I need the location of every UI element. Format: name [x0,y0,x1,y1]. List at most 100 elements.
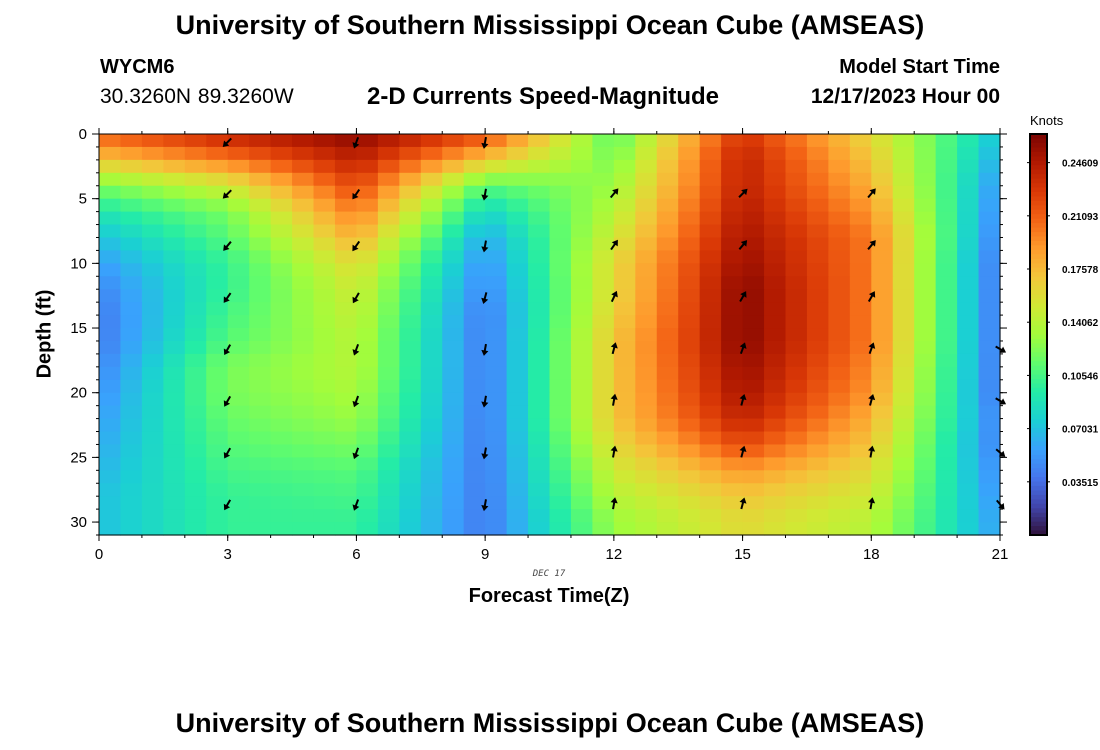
heatmap-cell [678,405,701,420]
heatmap-cell [206,172,229,187]
heatmap-cell [356,366,379,381]
colorbar-segment [1030,468,1047,474]
heatmap-cell [356,522,379,536]
heatmap-cell [570,457,593,471]
heatmap-cell [592,431,615,446]
heatmap-cell [206,509,229,523]
heatmap-cell [377,379,400,394]
heatmap-cell [270,263,293,277]
heatmap-cell [828,211,851,226]
heatmap-cell [141,379,164,394]
heatmap-cell [420,134,443,148]
heatmap-cell [656,276,679,290]
heatmap-cell [678,457,701,471]
heatmap-cell [184,315,207,329]
heatmap-cell [570,315,593,329]
heatmap-cell [570,470,593,484]
heatmap-cell [227,470,250,484]
heatmap-cell [227,263,250,277]
heatmap-cell [506,211,529,226]
heatmap-cell [785,172,808,187]
current-arrow [352,292,360,304]
heatmap-cell [442,172,465,187]
heatmap-cell [957,134,980,148]
heatmap-cell [313,457,336,471]
heatmap-cell [313,483,336,497]
heatmap-cell [334,146,358,161]
heatmap-cell [806,276,829,290]
heatmap-cell [313,418,336,433]
heatmap-cell [957,250,980,264]
heatmap-cell [699,366,722,381]
heatmap-cell [935,379,958,394]
heatmap-cell [742,198,765,213]
heatmap-cell [678,159,701,174]
heatmap-cell [613,185,636,200]
current-arrow-head [352,244,359,252]
heatmap-cell [313,224,336,239]
heatmap-cell [420,483,443,497]
colorbar-segment [1030,356,1047,362]
heatmap-cell [163,392,186,407]
heatmap-cell [442,315,465,329]
heatmap-cell [699,237,722,252]
heatmap-cell [141,340,164,355]
heatmap-cell [549,366,572,381]
colorbar-segment [1030,196,1047,202]
heatmap-cell [399,146,422,161]
colorbar-segment [1030,387,1047,393]
colorbar-segment [1030,494,1047,500]
heatmap-cell [721,315,744,329]
heatmap-cell [699,159,722,174]
heatmap-cell [227,444,250,458]
current-arrow [995,345,1007,353]
heatmap-cell [528,483,551,497]
heatmap-cell [914,522,937,536]
heatmap-cell [270,134,293,148]
heatmap-cell [892,340,915,355]
heatmap-cell [356,198,379,213]
heatmap-cell [721,444,744,458]
heatmap-cell [227,185,250,200]
heatmap-cell [935,315,958,329]
heatmap-cell [699,457,722,471]
heatmap-cell [270,198,293,213]
heatmap-cell [141,483,164,497]
heatmap-cell [420,159,443,174]
heatmap-cell [206,250,229,264]
heatmap-cell [635,509,658,523]
colorbar-segment [1030,503,1047,509]
heatmap-cell [356,263,379,277]
heatmap-cell [334,224,358,239]
heatmap-cell [313,237,336,252]
colorbar-segment [1030,517,1047,523]
heatmap-cell [506,522,529,536]
heatmap-cell [871,289,894,303]
colorbar-frame [1029,133,1048,536]
heatmap-cell [914,457,937,471]
heatmap-cell [635,340,658,355]
heatmap-cell [420,496,443,510]
heatmap-cell [334,276,358,290]
heatmap-cell [120,379,143,394]
heatmap-cell [313,379,336,394]
heatmap-cell [592,302,615,316]
heatmap-cell [463,522,486,536]
heatmap-cell [957,405,980,420]
heatmap-cell [742,353,765,368]
heatmap-cell [978,444,1001,458]
heatmap-cell [399,302,422,316]
heatmap-cell [442,431,465,446]
heatmap-cell [227,353,250,368]
heatmap-cell [506,353,529,368]
heatmap-cell [399,353,422,368]
heatmap-cell [764,289,787,303]
heatmap-cell [270,224,293,239]
heatmap-cell [120,483,143,497]
heatmap-cell [249,211,272,226]
heatmap-cell [806,315,829,329]
heatmap-cell [420,237,443,252]
heatmap-cell [635,522,658,536]
current-arrow-head [222,192,230,199]
heatmap-cell [99,289,122,303]
